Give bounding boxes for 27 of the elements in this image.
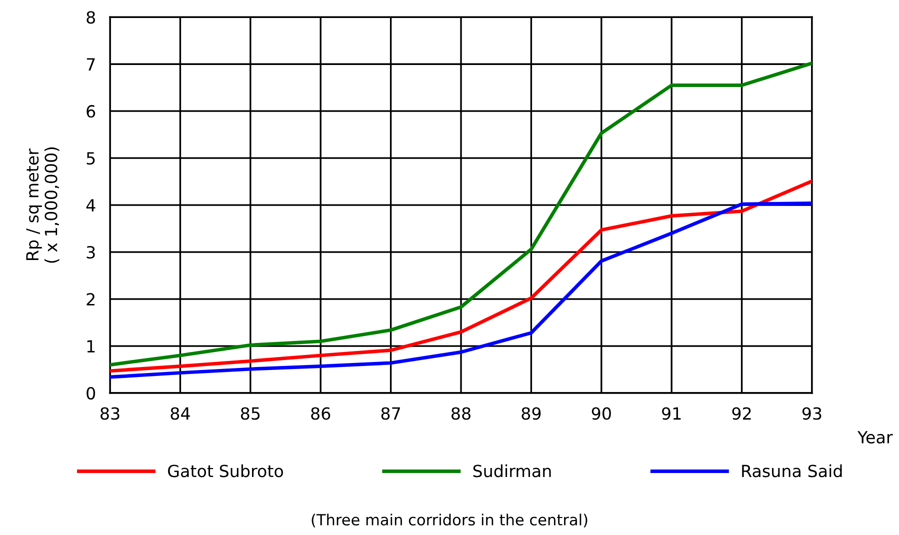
- y-tick-label: 2: [86, 293, 94, 306]
- text: (Three main corridors in the central): [312, 514, 588, 528]
- y-tick-label: 7: [86, 58, 95, 70]
- x-tick-label: 92: [732, 407, 751, 420]
- legend-label: Rasuna Said: [742, 464, 842, 478]
- x-axis-title: Year: [857, 431, 893, 444]
- y-tick-label: 1: [87, 340, 95, 352]
- x-tick-label: 86: [311, 407, 330, 420]
- y-tick-label: 0: [86, 386, 96, 400]
- x-tick-label: 91: [662, 407, 681, 420]
- x-tick-label: 85: [240, 407, 260, 420]
- x-tick-label: 84: [170, 407, 190, 420]
- y-tick-label: 6: [86, 105, 96, 118]
- x-tick-label: 87: [381, 407, 400, 420]
- y-tick-label: 5: [86, 152, 95, 165]
- x-tick-label: 93: [802, 407, 822, 420]
- x-tick-label: 88: [452, 407, 470, 420]
- line-series: [110, 61, 812, 367]
- legend-label: Sudirman: [473, 464, 551, 478]
- y-tick-label: 8: [86, 11, 96, 24]
- x-tick-label: 89: [522, 407, 541, 420]
- x-tick-label: 90: [592, 407, 611, 420]
- y-tick-label: 3: [86, 246, 95, 259]
- legend-label: Gatot Subroto: [168, 464, 284, 478]
- x-tick-label: 83: [100, 407, 120, 420]
- y-tick-label: 4: [86, 199, 96, 212]
- y-axis-title: Rp / sq meter ( x 1,000,000): [26, 147, 60, 263]
